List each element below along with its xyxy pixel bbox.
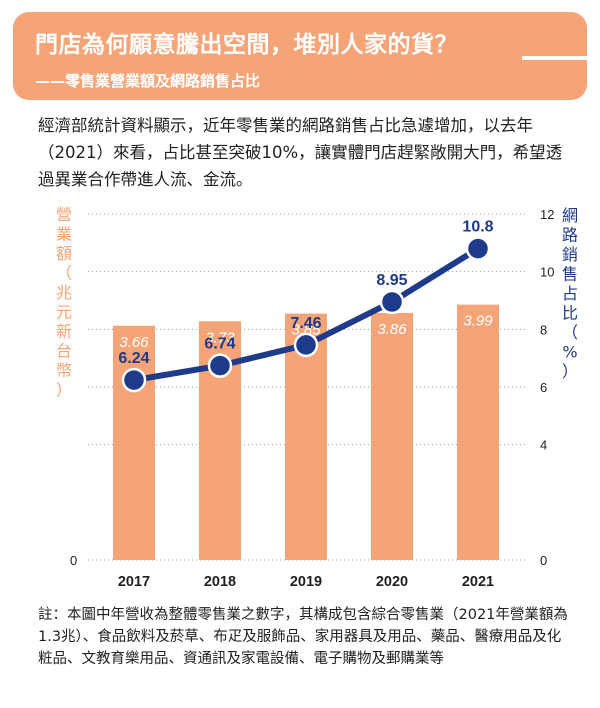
category-label: 2020	[376, 574, 408, 590]
share-point	[207, 353, 233, 378]
page-title: 門店為何願意騰出空間，堆別人家的貨？	[35, 32, 458, 58]
left-axis-title: 營業額（兆元新台幣）	[56, 205, 72, 400]
bar	[371, 312, 413, 560]
share-value-label: 7.46	[290, 315, 321, 332]
right-axis-title: 網路銷售占比（%）	[562, 206, 578, 381]
page-subtitle: ——零售業營業額及網路銷售占比	[35, 72, 261, 90]
title-divider	[522, 56, 600, 60]
bar-value-label: 3.86	[377, 321, 407, 338]
share-value-label: 6.24	[118, 350, 149, 367]
intro-paragraph: 經濟部統計資料顯示，近年零售業的網路銷售占比急遽增加，以去年（2021）來看，占…	[38, 116, 563, 189]
category-label: 2017	[118, 574, 150, 590]
share-point	[379, 289, 405, 315]
right-tick-label: 8	[540, 322, 547, 337]
left-tick-label: 0	[70, 553, 77, 568]
right-tick-label: 12	[540, 207, 554, 222]
footnote: 註：本圖中年營收為整體零售業之數字，其構成包含綜合零售業（2021年營業額為1.…	[38, 607, 568, 667]
share-value-label: 6.74	[204, 336, 235, 353]
right-tick-label: 6	[540, 380, 547, 395]
category-label: 2018	[204, 574, 236, 590]
bar	[113, 325, 155, 560]
bar-value-label: 3.99	[463, 313, 493, 330]
right-tick-label: 10	[540, 265, 554, 280]
category-label: 2019	[290, 574, 322, 590]
right-tick-label: 4	[540, 438, 547, 453]
share-value-label: 8.95	[376, 272, 407, 289]
bar-value-label: 3.73	[205, 329, 235, 346]
category-label: 2021	[462, 574, 494, 590]
share-point	[465, 236, 491, 261]
share-value-label: 10.8	[462, 219, 493, 236]
share-point	[121, 367, 147, 393]
share-point	[293, 332, 319, 358]
right-tick-label: 0	[540, 553, 547, 568]
title-banner: 門店為何願意騰出空間，堆別人家的貨？ ——零售業營業額及網路銷售占比	[13, 12, 600, 100]
bar-value-label: 3.66	[119, 334, 149, 351]
bar	[457, 304, 499, 560]
bar-value-label: 3.85	[291, 322, 321, 339]
